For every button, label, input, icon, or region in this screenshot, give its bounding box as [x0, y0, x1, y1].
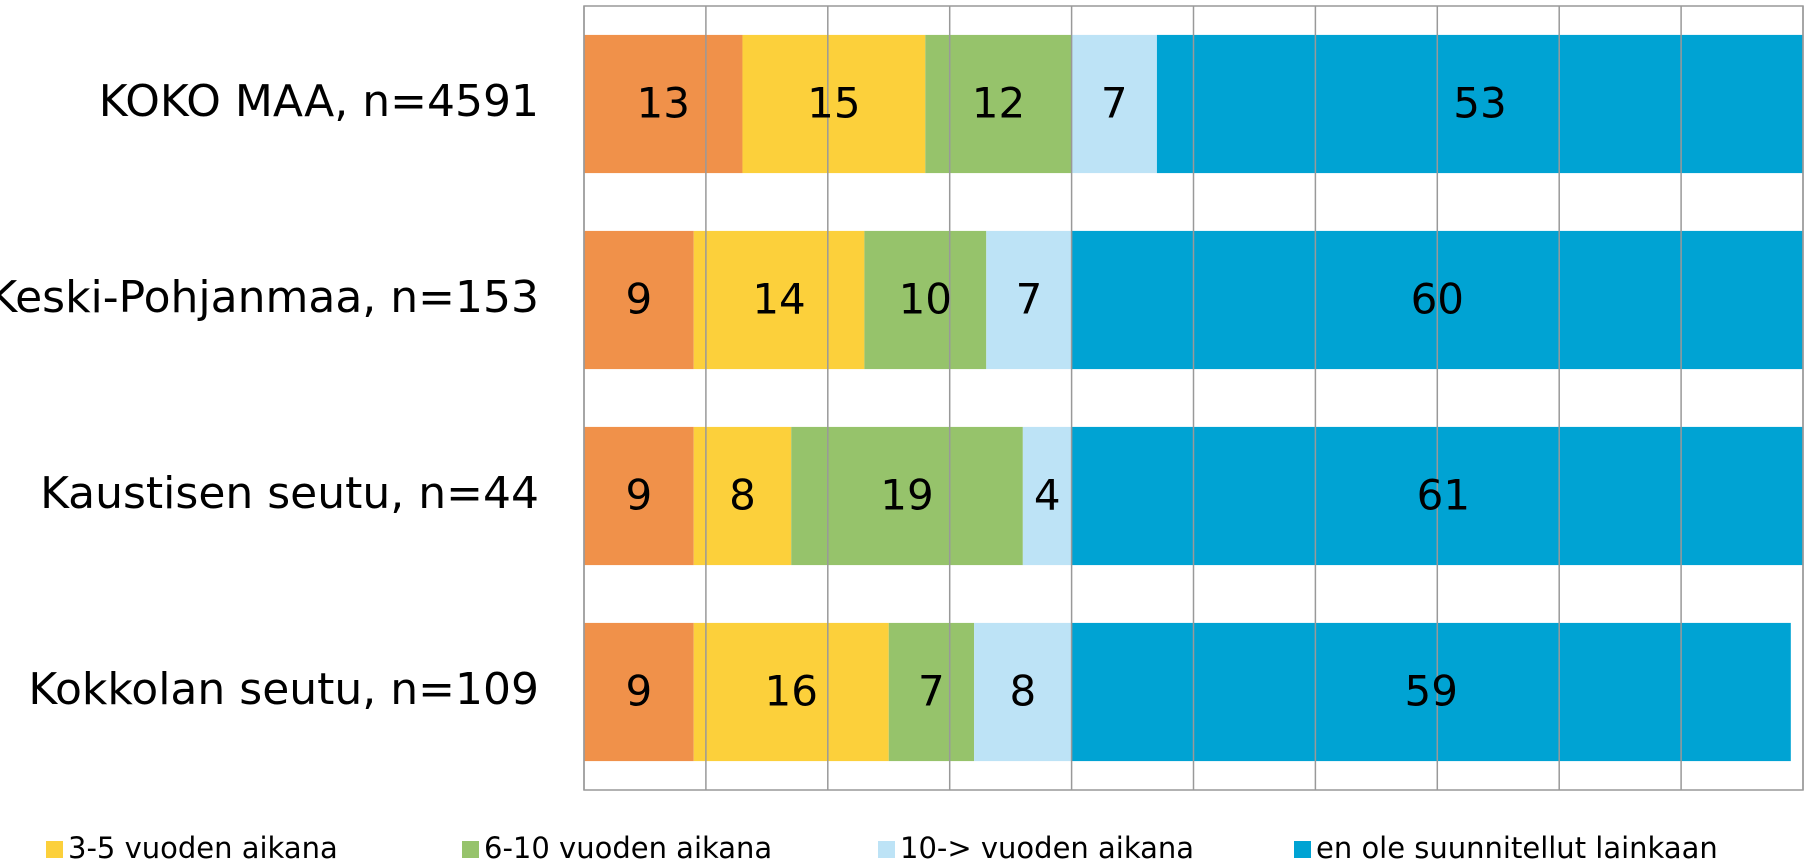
legend-label: 3-5 vuoden aikana	[68, 831, 338, 863]
data-label: 9	[625, 275, 652, 324]
bar-segment	[584, 426, 694, 566]
data-label: 53	[1453, 79, 1506, 128]
data-label: 61	[1417, 471, 1470, 520]
bar-segment	[864, 230, 987, 370]
y-tick-label: Keski-Pohjanmaa, n=153	[0, 272, 539, 323]
data-label: 4	[1034, 471, 1061, 520]
bar-segment	[584, 230, 694, 370]
bar-segment	[974, 622, 1072, 762]
data-label: 19	[880, 471, 933, 520]
legend-label: 10-> vuoden aikana	[900, 831, 1194, 863]
legend-swatch	[46, 841, 63, 858]
bar-segment	[986, 230, 1072, 370]
data-label: 13	[637, 79, 690, 128]
y-tick-label: Kokkolan seutu, n=109	[28, 664, 539, 715]
y-tick-label: KOKO MAA, n=4591	[99, 76, 539, 127]
legend-swatch	[462, 841, 479, 858]
bar-segment	[888, 622, 975, 762]
data-label: 7	[1016, 275, 1043, 324]
data-label: 14	[752, 275, 805, 324]
data-label: 9	[625, 471, 652, 520]
bar-segment	[742, 34, 926, 174]
y-tick-label: Kaustisen seutu, n=44	[40, 468, 539, 519]
bar-segment	[693, 426, 792, 566]
bar-segment	[1071, 622, 1791, 762]
legend-swatch	[878, 841, 895, 858]
data-label: 8	[729, 471, 756, 520]
bar-segment	[584, 34, 743, 174]
data-label: 8	[1009, 667, 1036, 716]
data-label: 7	[918, 667, 945, 716]
bar-segment	[584, 622, 694, 762]
data-label: 60	[1411, 275, 1464, 324]
legend-label: 6-10 vuoden aikana	[484, 831, 772, 863]
bar-segment	[693, 622, 889, 762]
data-label: 59	[1404, 667, 1457, 716]
data-label: 9	[625, 667, 652, 716]
data-label: 7	[1101, 79, 1128, 128]
bar-segment	[693, 230, 865, 370]
legend-swatch	[1294, 841, 1311, 858]
data-label: 10	[899, 275, 952, 324]
bar-segment	[1022, 426, 1072, 566]
bar-segment	[1071, 34, 1157, 174]
data-label: 15	[807, 79, 860, 128]
data-label: 16	[765, 667, 818, 716]
legend-label: en ole suunnitellut lainkaan	[1316, 831, 1718, 863]
plot-area	[584, 34, 1803, 762]
bar-segment	[1156, 34, 1803, 174]
bar-segment	[791, 426, 1023, 566]
data-label: 12	[972, 79, 1025, 128]
